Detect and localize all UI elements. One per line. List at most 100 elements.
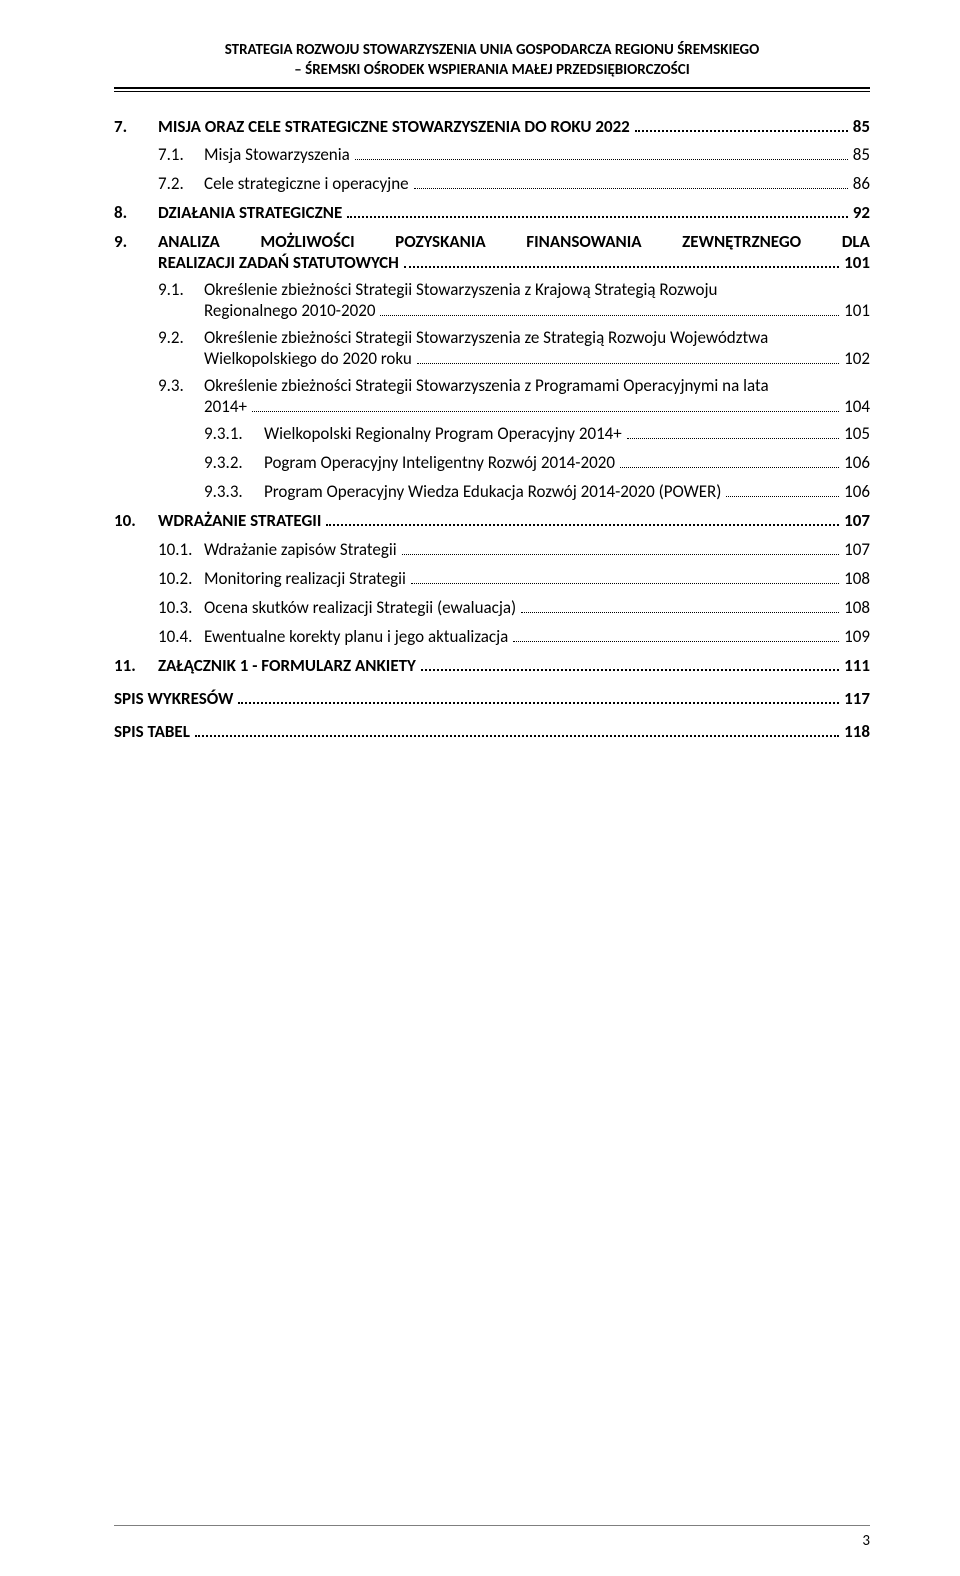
toc-page: 106: [844, 452, 870, 475]
table-of-contents: 7. MISJA ORAZ CELE STRATEGICZNE STOWARZY…: [114, 116, 870, 744]
toc-num: 9.2.: [158, 327, 204, 348]
toc-page: 108: [844, 568, 870, 591]
toc-title: SPIS TABEL: [114, 721, 190, 744]
toc-title-line1: Określenie zbieżności Strategii Stowarzy…: [204, 375, 870, 396]
toc-entry-line1: 9. ANALIZA MOŻLIWOŚCI POZYSKANIA FINANSO…: [114, 231, 870, 252]
toc-title: WDRAŻANIE STRATEGII: [158, 510, 321, 533]
toc-title-line2: REALIZACJI ZADAŃ STATUTOWYCH: [158, 252, 399, 273]
toc-title: Wdrażanie zapisów Strategii: [204, 539, 397, 562]
toc-num: 10.: [114, 510, 158, 533]
toc-num: 7.1.: [158, 144, 204, 167]
toc-title: Misja Stowarzyszenia: [204, 144, 350, 167]
toc-num: 10.1.: [158, 539, 204, 562]
toc-num: 8.: [114, 202, 158, 225]
toc-entry-10-2: 10.2. Monitoring realizacji Strategii 10…: [158, 568, 870, 591]
toc-entry-9-1: 9.1. Określenie zbieżności Strategii Sto…: [158, 279, 870, 321]
toc-num: 10.3.: [158, 597, 204, 620]
page-number: 3: [862, 1532, 870, 1550]
toc-title: Wielkopolski Regionalny Program Operacyj…: [264, 423, 622, 446]
toc-entry-10: 10. WDRAŻANIE STRATEGII 107: [114, 510, 870, 533]
toc-leader: [380, 303, 839, 317]
toc-page: 111: [844, 655, 870, 678]
toc-title: SPIS WYKRESÓW: [114, 688, 233, 711]
toc-page: 101: [844, 300, 870, 321]
toc-leader: [238, 690, 839, 704]
toc-num: 7.: [114, 116, 158, 139]
toc-entry-7-1: 7.1. Misja Stowarzyszenia 85: [158, 144, 870, 167]
header-line-2: – ŚREMSKI OŚRODEK WSPIERANIA MAŁEJ PRZED…: [114, 60, 870, 80]
toc-num: 9.3.1.: [204, 423, 264, 446]
toc-leader: [414, 176, 848, 190]
toc-entry-line1: 9.1. Określenie zbieżności Strategii Sto…: [158, 279, 870, 300]
toc-title: DZIAŁANIA STRATEGICZNE: [158, 202, 342, 225]
toc-leader: [635, 118, 848, 132]
toc-leader: [404, 255, 839, 269]
page-header: STRATEGIA ROZWOJU STOWARZYSZENIA UNIA GO…: [114, 40, 870, 85]
toc-leader: [326, 512, 839, 526]
toc-entry-10-1: 10.1. Wdrażanie zapisów Strategii 107: [158, 539, 870, 562]
toc-leader: [627, 426, 839, 440]
toc-title: MISJA ORAZ CELE STRATEGICZNE STOWARZYSZE…: [158, 116, 630, 139]
toc-page: 117: [844, 688, 870, 711]
toc-entry-9-3-3: 9.3.3. Program Operacyjny Wiedza Edukacj…: [204, 481, 870, 504]
toc-title-line1: ANALIZA MOŻLIWOŚCI POZYSKANIA FINANSOWAN…: [158, 231, 870, 252]
toc-leader: [195, 723, 839, 737]
toc-num: 9.3.2.: [204, 452, 264, 475]
toc-entry-9-3: 9.3. Określenie zbieżności Strategii Sto…: [158, 375, 870, 417]
toc-page: 92: [853, 202, 870, 225]
toc-entry-10-3: 10.3. Ocena skutków realizacji Strategii…: [158, 597, 870, 620]
toc-leader: [620, 455, 839, 469]
toc-entry-line2: Regionalnego 2010-2020 101: [204, 300, 870, 321]
toc-leader: [726, 484, 839, 498]
toc-leader: [402, 541, 839, 555]
toc-leader: [421, 657, 839, 671]
toc-entry-line2: Wielkopolskiego do 2020 roku 102: [204, 348, 870, 369]
toc-entry-spis-wykresow: SPIS WYKRESÓW 117: [114, 688, 870, 711]
toc-num: 9.: [114, 231, 158, 252]
toc-leader: [521, 599, 839, 613]
toc-num: 9.3.: [158, 375, 204, 396]
toc-entry-7-2: 7.2. Cele strategiczne i operacyjne 86: [158, 173, 870, 196]
header-line-1: STRATEGIA ROZWOJU STOWARZYSZENIA UNIA GO…: [114, 40, 870, 60]
toc-entry-line1: 9.3. Określenie zbieżności Strategii Sto…: [158, 375, 870, 396]
toc-title: ZAŁĄCZNIK 1 - FORMULARZ ANKIETY: [158, 655, 416, 678]
toc-title: Program Operacyjny Wiedza Edukacja Rozwó…: [264, 481, 721, 504]
toc-entry-spis-tabel: SPIS TABEL 118: [114, 721, 870, 744]
toc-num: 10.2.: [158, 568, 204, 591]
toc-entry-9: 9. ANALIZA MOŻLIWOŚCI POZYSKANIA FINANSO…: [114, 231, 870, 273]
toc-leader: [411, 570, 839, 584]
toc-leader: [417, 351, 839, 365]
toc-entry-line2: 2014+ 104: [204, 396, 870, 417]
toc-num: 9.1.: [158, 279, 204, 300]
toc-leader: [347, 205, 847, 219]
toc-title: Cele strategiczne i operacyjne: [204, 173, 409, 196]
toc-title: Ewentualne korekty planu i jego aktualiz…: [204, 626, 508, 649]
toc-num: 10.4.: [158, 626, 204, 649]
toc-leader: [252, 399, 839, 413]
toc-title: Pogram Operacyjny Inteligentny Rozwój 20…: [264, 452, 615, 475]
toc-page: 108: [844, 597, 870, 620]
toc-entry-10-4: 10.4. Ewentualne korekty planu i jego ak…: [158, 626, 870, 649]
toc-num: 11.: [114, 655, 158, 678]
toc-entry-11: 11. ZAŁĄCZNIK 1 - FORMULARZ ANKIETY 111: [114, 655, 870, 678]
footer-rule: [114, 1525, 870, 1526]
header-rule-thin: [114, 91, 870, 92]
toc-title-line2: 2014+: [204, 396, 247, 417]
toc-entry-line1: 9.2. Określenie zbieżności Strategii Sto…: [158, 327, 870, 348]
toc-page: 101: [844, 252, 870, 273]
toc-title: Ocena skutków realizacji Strategii (ewal…: [204, 597, 516, 620]
header-rule-thick: [114, 87, 870, 89]
toc-page: 85: [853, 116, 870, 139]
toc-leader: [355, 147, 848, 161]
toc-page: 118: [844, 721, 870, 744]
toc-page: 105: [844, 423, 870, 446]
toc-page: 106: [844, 481, 870, 504]
toc-page: 104: [844, 396, 870, 417]
toc-title-line1: Określenie zbieżności Strategii Stowarzy…: [204, 327, 870, 348]
toc-title-line1: Określenie zbieżności Strategii Stowarzy…: [204, 279, 870, 300]
toc-leader: [513, 628, 839, 642]
toc-title: Monitoring realizacji Strategii: [204, 568, 406, 591]
toc-page: 107: [844, 510, 870, 533]
toc-entry-9-3-2: 9.3.2. Pogram Operacyjny Inteligentny Ro…: [204, 452, 870, 475]
toc-page: 86: [853, 173, 870, 196]
